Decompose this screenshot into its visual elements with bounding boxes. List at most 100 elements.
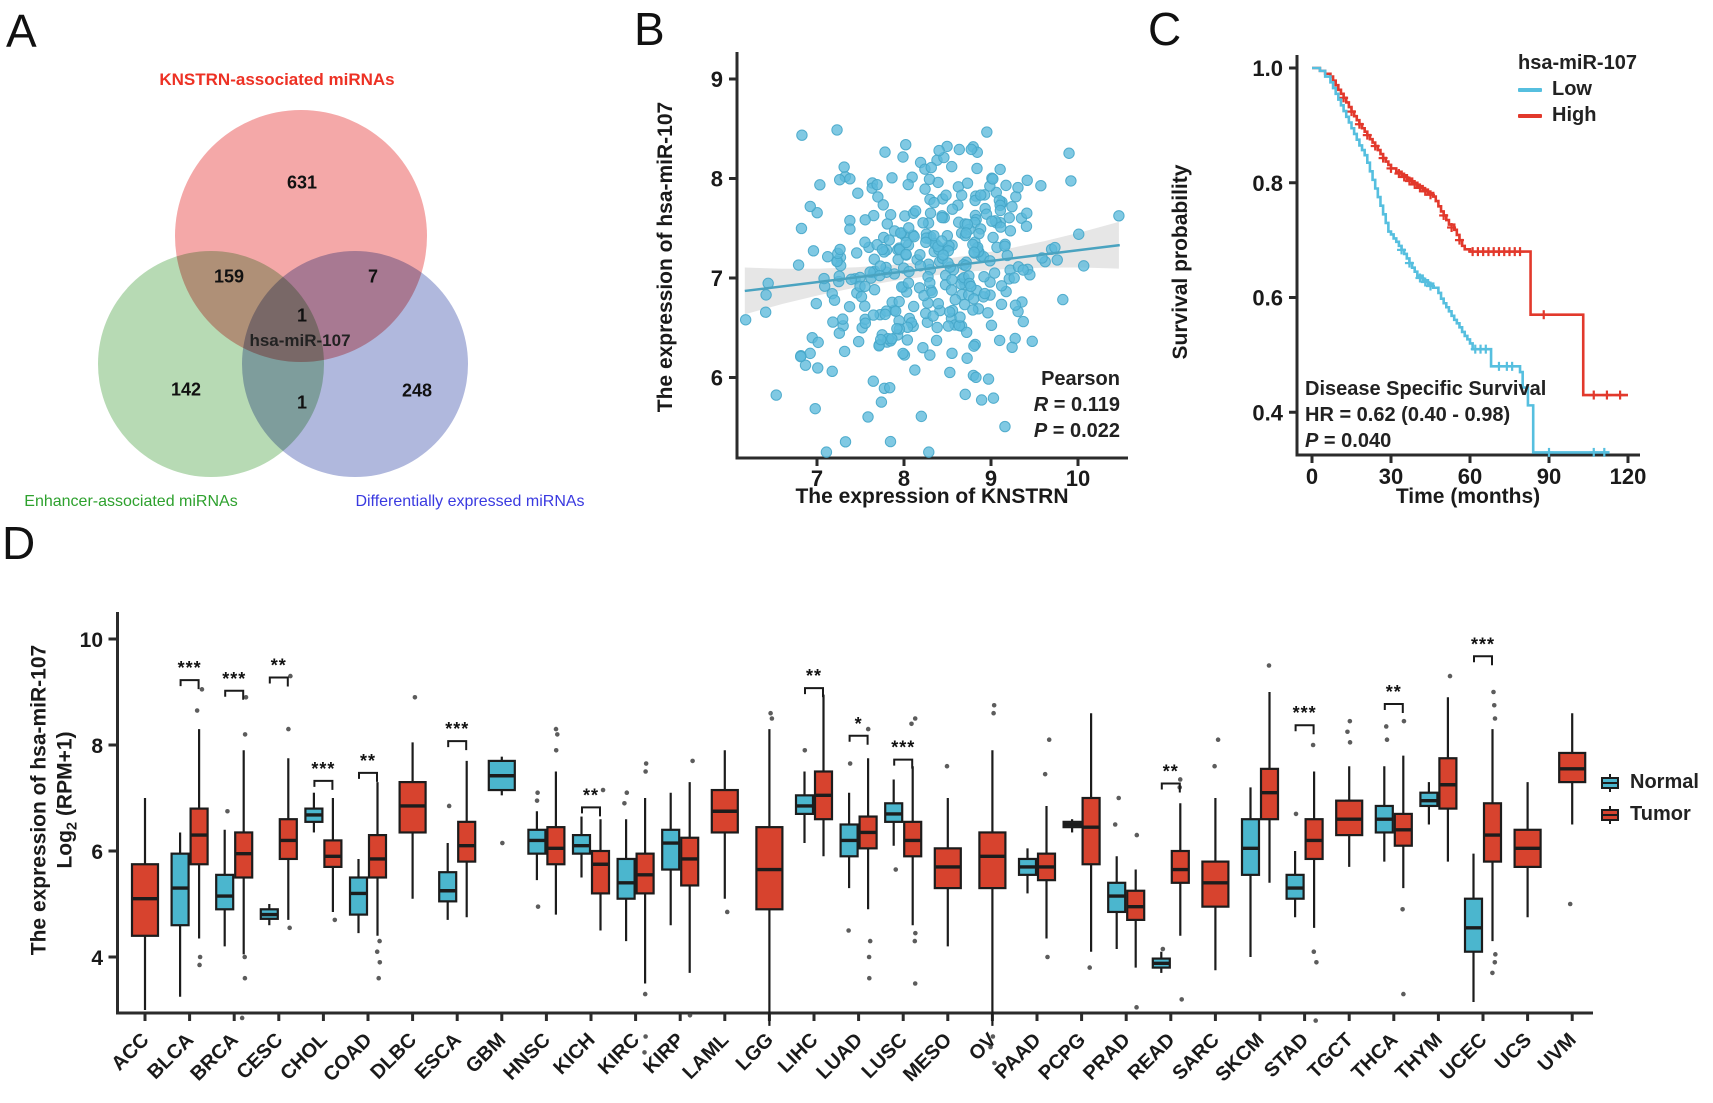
svg-text:8: 8 xyxy=(898,466,910,491)
boxplot-legend-item-tumor: Tumor xyxy=(1600,803,1699,826)
svg-text:READ: READ xyxy=(1124,1029,1180,1085)
venn-label-diff: Differentially expressed miRNAs xyxy=(355,493,585,510)
km-hr-value: HR = 0.62 (0.40 - 0.98) xyxy=(1305,404,1511,426)
svg-text:SKCM: SKCM xyxy=(1211,1029,1268,1086)
svg-text:MESO: MESO xyxy=(899,1029,956,1086)
svg-text:***: *** xyxy=(311,759,335,779)
svg-text:9: 9 xyxy=(985,466,997,491)
svg-text:*: * xyxy=(855,714,863,734)
venn-count-enhancer-diff: 1 xyxy=(296,392,308,413)
panel-b-label: B xyxy=(634,3,665,55)
svg-text:8: 8 xyxy=(91,735,103,758)
svg-text:8: 8 xyxy=(711,167,723,192)
panel-b-y-axis-title: The expression of hsa-miR-107 xyxy=(654,101,677,413)
km-stats-annotation: Disease Specific Survival HR = 0.62 (0.4… xyxy=(1305,376,1546,454)
svg-text:PCPG: PCPG xyxy=(1034,1029,1090,1085)
panel-d-y-axis-title: The expression of hsa-miR-107 Log2 (RPM+… xyxy=(26,645,85,955)
svg-text:***: *** xyxy=(1293,703,1317,723)
svg-text:UCEC: UCEC xyxy=(1436,1029,1492,1085)
svg-text:BLCA: BLCA xyxy=(143,1029,198,1084)
km-legend-item-high: High xyxy=(1518,104,1637,127)
venn-count-knstrn-enhancer: 159 xyxy=(213,266,245,287)
normal-boxplot-swatch-icon xyxy=(1601,773,1619,792)
svg-text:LGG: LGG xyxy=(732,1029,778,1075)
venn-count-diff-only: 248 xyxy=(401,380,433,401)
boxplot-legend: Normal Tumor xyxy=(1600,771,1699,826)
panel-c-label: C xyxy=(1148,3,1182,55)
venn-count-knstrn-only: 631 xyxy=(286,172,318,193)
km-legend-item-low: Low xyxy=(1518,78,1637,101)
svg-text:LUAD: LUAD xyxy=(812,1029,867,1084)
svg-text:TGCT: TGCT xyxy=(1304,1029,1358,1083)
low-line-swatch-icon xyxy=(1518,87,1542,92)
svg-text:STAD: STAD xyxy=(1260,1029,1313,1082)
svg-text:1.0: 1.0 xyxy=(1252,56,1283,81)
svg-text:**: ** xyxy=(1386,682,1402,702)
km-legend-high-label: High xyxy=(1552,104,1597,126)
svg-text:**: ** xyxy=(360,751,376,771)
panel-c-x-axis-title: Time (months) xyxy=(1395,485,1541,508)
panel-d-label: D xyxy=(2,517,36,569)
venn-count-center: 1 xyxy=(296,305,308,326)
boxplot-legend-normal-label: Normal xyxy=(1630,771,1699,793)
svg-text:0: 0 xyxy=(1306,464,1318,489)
svg-text:**: ** xyxy=(271,656,287,676)
panel-a-label: A xyxy=(6,5,37,57)
svg-text:7: 7 xyxy=(811,466,823,491)
svg-text:***: *** xyxy=(178,658,202,678)
svg-text:THYM: THYM xyxy=(1391,1029,1447,1085)
svg-text:90: 90 xyxy=(1537,464,1561,489)
tumor-boxplot-swatch-icon xyxy=(1601,805,1619,824)
svg-text:OV: OV xyxy=(965,1029,1001,1065)
svg-text:4: 4 xyxy=(91,947,103,970)
svg-text:30: 30 xyxy=(1379,464,1403,489)
svg-text:CESC: CESC xyxy=(232,1029,287,1084)
svg-text:LAML: LAML xyxy=(679,1029,734,1084)
venn-circle-diff xyxy=(242,251,468,477)
svg-text:PAAD: PAAD xyxy=(991,1029,1046,1084)
svg-text:KIRC: KIRC xyxy=(594,1029,644,1079)
svg-text:**: ** xyxy=(1163,762,1179,782)
venn-count-knstrn-diff: 7 xyxy=(367,266,379,287)
pearson-r-value: R = 0.119 xyxy=(1033,394,1120,416)
svg-text:**: ** xyxy=(583,785,599,805)
km-legend-low-label: Low xyxy=(1552,78,1592,100)
svg-text:BRCA: BRCA xyxy=(186,1029,242,1085)
svg-text:DLBC: DLBC xyxy=(366,1029,421,1084)
boxplot-legend-tumor-label: Tumor xyxy=(1630,803,1691,825)
svg-text:UCS: UCS xyxy=(1491,1029,1536,1074)
svg-text:PRAD: PRAD xyxy=(1079,1029,1135,1085)
venn-count-enhancer-only: 142 xyxy=(170,379,202,400)
km-legend-title: hsa-miR-107 xyxy=(1518,52,1637,74)
panel-b-stats-annotation: Pearson R = 0.119 P = 0.022 xyxy=(930,366,1120,444)
svg-text:0.6: 0.6 xyxy=(1252,286,1283,311)
svg-text:0.4: 0.4 xyxy=(1252,400,1283,425)
svg-text:10: 10 xyxy=(1066,466,1090,491)
svg-text:***: *** xyxy=(222,669,246,689)
panel-d-y-axis-title-line2: Log2 (RPM+1) xyxy=(53,731,81,869)
svg-text:120: 120 xyxy=(1610,464,1647,489)
svg-text:**: ** xyxy=(806,666,822,686)
svg-text:HNSC: HNSC xyxy=(499,1029,555,1085)
high-line-swatch-icon xyxy=(1518,113,1542,118)
svg-text:0.8: 0.8 xyxy=(1252,171,1283,196)
svg-text:UVM: UVM xyxy=(1534,1029,1581,1076)
venn-center-gene: hsa-miR-107 xyxy=(249,331,351,350)
svg-text:COAD: COAD xyxy=(319,1029,376,1086)
km-legend: hsa-miR-107 Low High xyxy=(1518,52,1637,127)
km-annotation-title: Disease Specific Survival xyxy=(1305,378,1547,400)
svg-text:***: *** xyxy=(1471,634,1495,654)
svg-text:***: *** xyxy=(891,738,915,758)
panel-c-y-axis-title: Survival probability xyxy=(1169,164,1192,360)
svg-text:KICH: KICH xyxy=(549,1029,599,1079)
svg-text:10: 10 xyxy=(80,629,103,652)
boxplot-legend-item-normal: Normal xyxy=(1600,771,1699,794)
svg-text:***: *** xyxy=(445,719,469,739)
svg-text:9: 9 xyxy=(711,67,723,92)
venn-title-knstrn: KNSTRN-associated miRNAs xyxy=(159,70,395,89)
pearson-label: Pearson xyxy=(1041,368,1120,390)
venn-label-enhancer: Enhancer-associated miRNAs xyxy=(24,493,238,510)
pearson-p-value: P = 0.022 xyxy=(1033,420,1120,442)
